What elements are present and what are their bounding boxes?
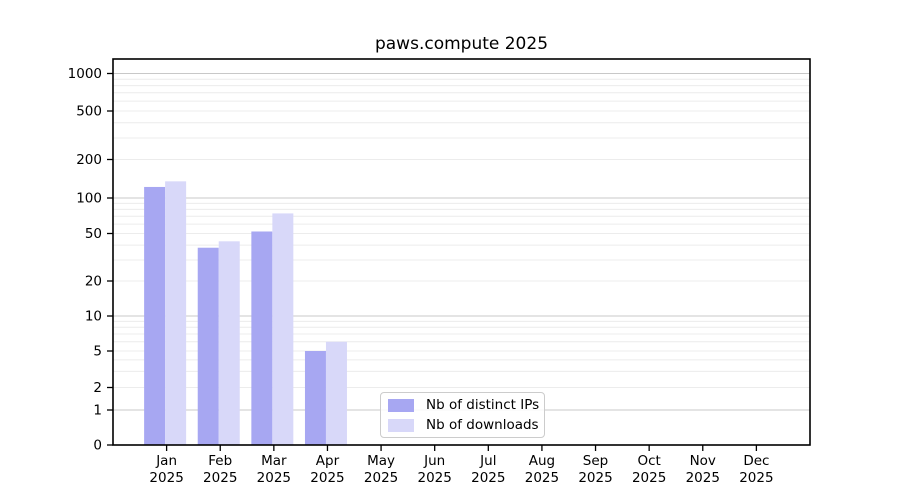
bar <box>218 241 240 445</box>
bar <box>197 247 219 445</box>
legend-item-downloads: Nb of downloads <box>381 417 544 433</box>
x-tick-label: Nov 2025 <box>686 453 720 486</box>
y-tick-label: 100 <box>76 191 102 207</box>
legend-swatch-distinct-ips-icon <box>388 398 414 412</box>
y-tick-label: 10 <box>85 309 102 325</box>
bar <box>325 341 347 445</box>
bar <box>272 213 294 445</box>
y-tick-label: 0 <box>93 438 102 454</box>
x-tick-label: May 2025 <box>364 453 398 486</box>
bar <box>165 181 187 446</box>
y-tick-label: 50 <box>85 226 102 242</box>
x-tick-label: Sep 2025 <box>578 453 612 486</box>
y-tick-label: 200 <box>76 152 102 168</box>
y-axis-ticks: 0 1 2 5 10 20 50 100 200 500 1000 <box>68 66 113 454</box>
x-tick-label: Feb 2025 <box>203 453 237 486</box>
bars-downloads <box>165 181 347 446</box>
y-tick-label: 1 <box>93 403 102 419</box>
legend-label-downloads: Nb of downloads <box>426 417 539 433</box>
y-tick-label: 2 <box>93 380 102 396</box>
x-tick-label: Dec 2025 <box>739 453 773 486</box>
bars-distinct-ips <box>144 186 326 445</box>
y-tick-label: 500 <box>76 104 102 120</box>
y-tick-label: 5 <box>93 344 102 360</box>
x-tick-label: Jun 2025 <box>418 453 452 486</box>
plot-border <box>112 58 811 446</box>
chart-title: paws.compute 2025 <box>374 34 549 54</box>
legend-item-distinct-ips: Nb of distinct IPs <box>381 397 544 413</box>
x-tick-label: Aug 2025 <box>525 453 559 486</box>
bar-series <box>144 181 347 446</box>
chart-legend: Nb of distinct IPs Nb of downloads <box>380 392 545 438</box>
x-tick-label: Mar 2025 <box>257 453 291 486</box>
y-tick-label: 20 <box>85 274 102 290</box>
x-tick-label: Jul 2025 <box>471 453 505 486</box>
minor-gridlines <box>113 78 810 388</box>
legend-swatch-downloads-icon <box>388 418 414 432</box>
legend-label-distinct-ips: Nb of distinct IPs <box>426 397 540 413</box>
bar <box>304 351 326 445</box>
bar <box>251 231 273 445</box>
y-tick-label: 1000 <box>68 66 102 82</box>
x-tick-label: Apr 2025 <box>310 453 344 486</box>
x-axis-ticks: Jan 2025 Feb 2025 Mar 2025 Apr 2025 May 2025 Jun 20… <box>149 445 774 486</box>
x-tick-label: Oct 2025 <box>632 453 666 486</box>
x-tick-label: Jan 2025 <box>149 453 183 486</box>
bar <box>144 186 166 445</box>
